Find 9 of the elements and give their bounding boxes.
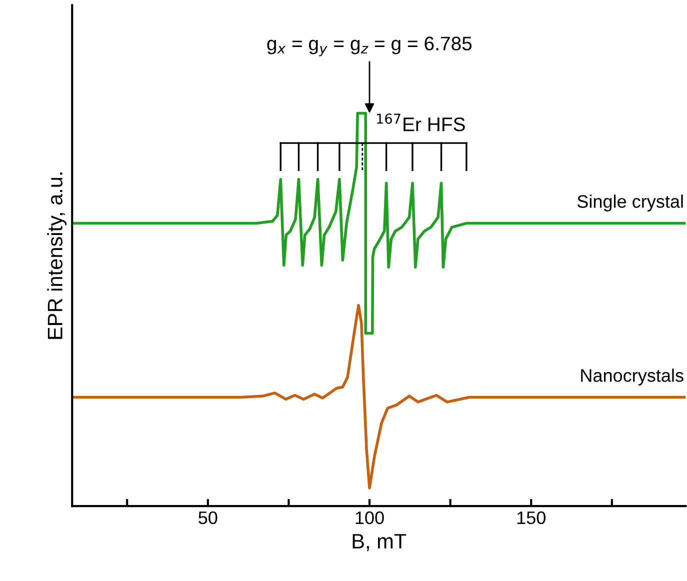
- annotation: g$_{x}$ = g$_{y}$ = g$_{z}$ = g = 6.785: [267, 36, 472, 56]
- x-tick-label: 100: [356, 511, 384, 524]
- x-tick-label: 50: [198, 511, 218, 524]
- x-tick-label: 150: [517, 511, 546, 524]
- x-axis-title: B, mT: [352, 534, 406, 552]
- y-axis-title: EPR intensity, a.u.: [47, 172, 67, 339]
- series-label: Single crystal: [577, 194, 683, 212]
- annotation: $^{167}$Er HFS: [377, 114, 465, 132]
- series-label: Nanocrystals: [581, 368, 684, 386]
